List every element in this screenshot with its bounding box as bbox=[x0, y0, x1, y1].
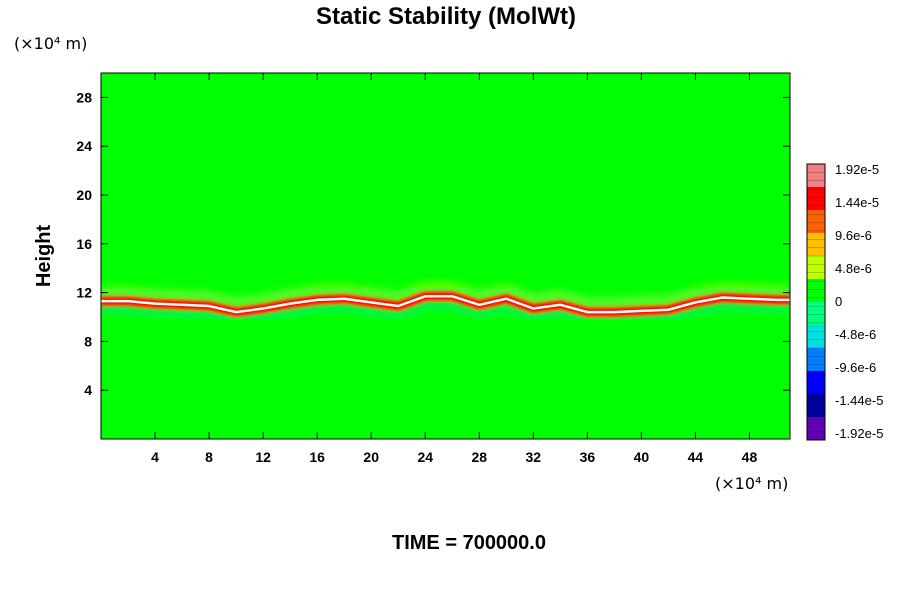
y-axis-label: Height bbox=[33, 225, 55, 288]
colorbar-swatch bbox=[807, 164, 825, 188]
colorbar-swatch bbox=[807, 325, 825, 349]
colorbar-swatch bbox=[807, 302, 825, 326]
y-tick-label: 8 bbox=[84, 333, 92, 349]
colorbar-label: -9.6e-6 bbox=[835, 360, 876, 375]
x-tick-label: 36 bbox=[580, 449, 596, 465]
x-axis-ticks: 4 8 12 16 20 24 28 32 36 40 44 48 bbox=[151, 73, 757, 465]
heatmap-background bbox=[101, 73, 790, 439]
colorbar-label: -1.92e-5 bbox=[835, 426, 883, 441]
x-unit-label: (×10⁴ m) bbox=[715, 474, 788, 493]
colorbar-label: -4.8e-6 bbox=[835, 327, 876, 342]
y-tick-label: 12 bbox=[76, 285, 92, 301]
band-halo-positive bbox=[101, 282, 790, 307]
colorbar-swatch bbox=[807, 394, 825, 418]
x-tick-label: 24 bbox=[417, 449, 433, 465]
colorbar-swatch bbox=[807, 348, 825, 372]
y-tick-label: 24 bbox=[76, 138, 92, 154]
band-core-white bbox=[101, 295, 790, 314]
chart-title: Static Stability (MolWt) bbox=[316, 3, 576, 30]
colorbar-frame bbox=[806, 163, 826, 441]
colorbar-swatch bbox=[807, 187, 825, 211]
x-tick-label: 44 bbox=[688, 449, 704, 465]
plot-frame bbox=[100, 72, 791, 440]
x-tick-label: 40 bbox=[634, 449, 650, 465]
colorbar-label: 1.44e-5 bbox=[835, 195, 879, 210]
x-tick-label: 28 bbox=[471, 449, 487, 465]
y-tick-label: 20 bbox=[76, 187, 92, 203]
x-tick-label: 16 bbox=[309, 449, 325, 465]
colorbar-swatch bbox=[807, 233, 825, 257]
x-tick-label: 48 bbox=[742, 449, 758, 465]
y-unit-label: (×10⁴ m) bbox=[14, 34, 87, 53]
colorbar-swatch bbox=[807, 210, 825, 234]
y-tick-label: 28 bbox=[76, 89, 92, 105]
heatmap-field bbox=[101, 73, 790, 439]
colorbar-swatch bbox=[807, 279, 825, 303]
colorbar-swatch bbox=[807, 256, 825, 280]
x-tick-label: 8 bbox=[205, 449, 213, 465]
y-tick-label: 16 bbox=[76, 236, 92, 252]
x-tick-label: 20 bbox=[363, 449, 379, 465]
x-tick-label: 32 bbox=[526, 449, 542, 465]
x-tick-label: 4 bbox=[151, 449, 159, 465]
y-tick-label: 4 bbox=[84, 382, 92, 398]
x-tick-label: 12 bbox=[255, 449, 271, 465]
time-label: TIME = 700000.0 bbox=[392, 532, 546, 554]
colorbar: 1.92e-5 1.44e-5 9.6e-6 4.8e-6 0 -4.8e-6 -9.6e-… bbox=[806, 162, 883, 441]
colorbar-label: -1.44e-5 bbox=[835, 393, 883, 408]
colorbar-swatch bbox=[807, 417, 825, 441]
colorbar-swatch bbox=[807, 371, 825, 395]
colorbar-label: 1.92e-5 bbox=[835, 162, 879, 177]
colorbar-label: 0 bbox=[835, 294, 842, 309]
colorbar-label: 9.6e-6 bbox=[835, 228, 872, 243]
y-axis-ticks: 4 8 12 16 20 24 28 bbox=[76, 89, 790, 398]
colorbar-label: 4.8e-6 bbox=[835, 261, 872, 276]
stable-layer-band bbox=[101, 282, 790, 326]
